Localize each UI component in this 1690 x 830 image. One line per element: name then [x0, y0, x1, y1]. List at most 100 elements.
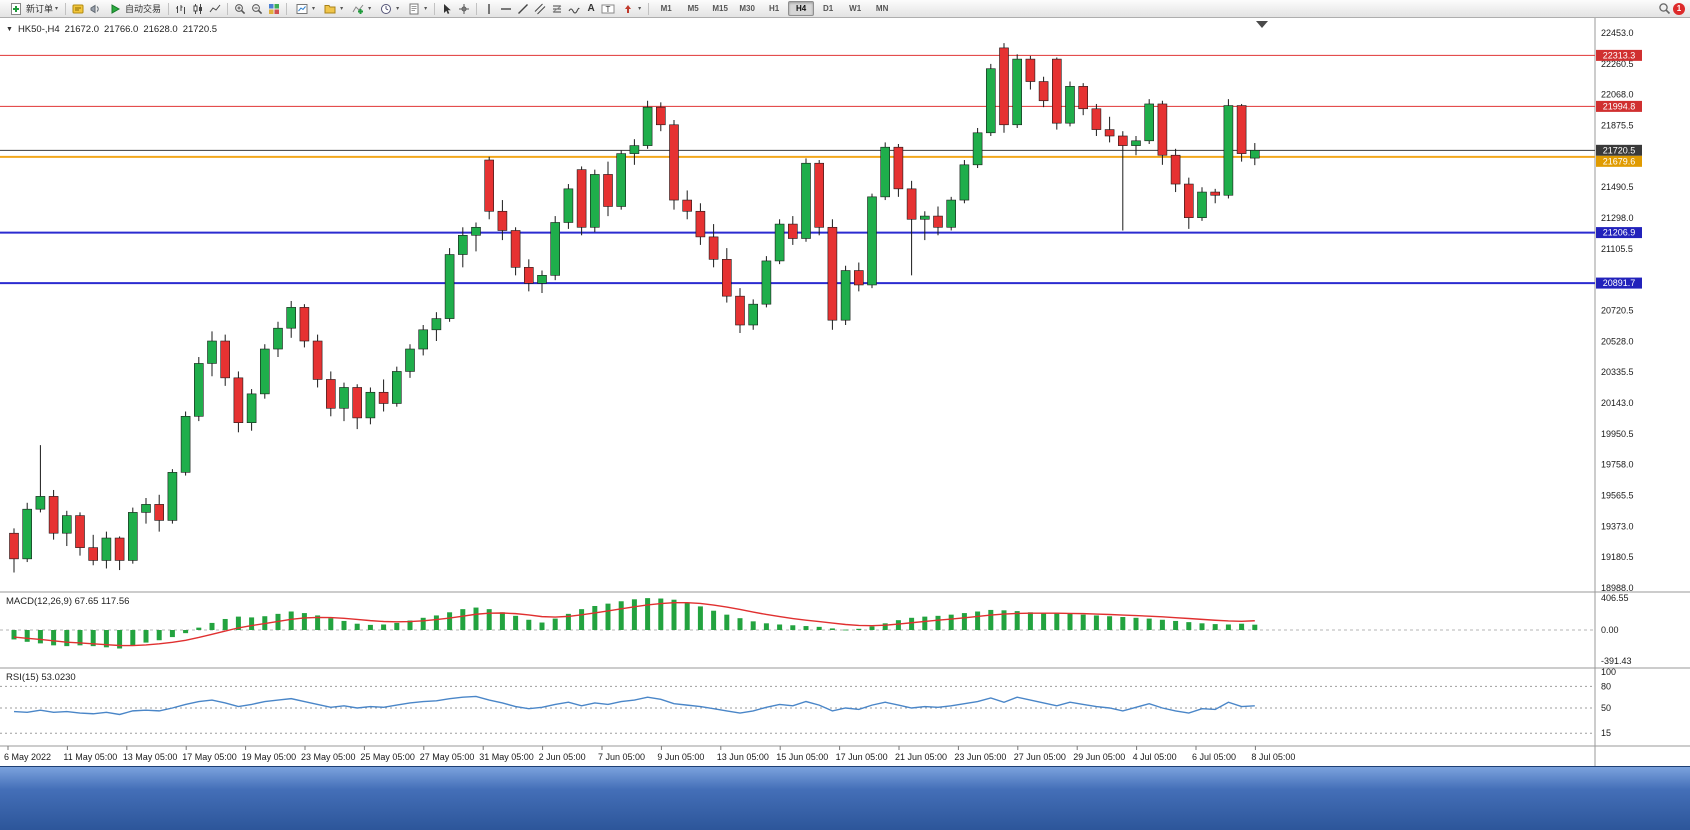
metaeditor-icon[interactable] — [70, 1, 86, 16]
tile-windows-icon[interactable] — [266, 1, 282, 16]
chevron-down-icon: ▾ — [55, 5, 59, 12]
macd-histogram-bar — [777, 624, 783, 630]
price-axis-label: 20528.0 — [1601, 336, 1634, 346]
chart-symbol-label[interactable]: ▼ HK50-,H4 21672.0 21766.0 21628.0 21720… — [6, 24, 217, 35]
price-tag[interactable] — [1596, 144, 1642, 156]
candle-body — [1025, 58, 1036, 82]
text-tool-icon[interactable]: A — [583, 1, 599, 16]
timeframe-mn[interactable]: MN — [875, 4, 889, 13]
macd-histogram-bar — [961, 613, 967, 630]
indicators-button[interactable]: ▾ — [347, 1, 374, 16]
candle-body — [589, 174, 600, 228]
timeframe-h4[interactable]: H4 — [788, 1, 815, 16]
macd-histogram-bar — [209, 622, 215, 630]
macd-histogram-bar — [1080, 614, 1086, 630]
timeframe-m30[interactable]: M30 — [739, 4, 755, 13]
new-chart-button[interactable]: ▾ — [291, 1, 318, 16]
candle-body — [233, 377, 244, 424]
macd-histogram-bar — [1054, 613, 1060, 630]
toolbar-separator — [476, 2, 478, 15]
candle-body — [642, 106, 653, 146]
chart-canvas[interactable]: 22453.0 22260.5 22068.0 21875.5 21490.5 21298… — [0, 18, 1690, 766]
zoom-in-icon[interactable] — [232, 1, 248, 16]
time-axis-label: 2 Jun 05:00 — [539, 752, 586, 762]
price-axis-label: 22453.0 — [1601, 28, 1634, 38]
candle-body — [220, 340, 230, 379]
candle-body — [1170, 154, 1181, 185]
price-tag[interactable] — [1596, 49, 1642, 61]
candle-body — [259, 348, 270, 395]
chevron-down-icon: ▾ — [312, 5, 316, 12]
crosshair-tool-icon[interactable] — [456, 1, 472, 16]
chart-shift-marker[interactable] — [1256, 21, 1268, 28]
candle-body — [510, 230, 521, 268]
macd-histogram-bar — [288, 611, 294, 630]
price-tag[interactable] — [1596, 155, 1642, 167]
price-tag[interactable] — [1596, 277, 1642, 289]
price-tag-value: 21994.8 — [1603, 101, 1636, 111]
trendline-tool-icon[interactable] — [515, 1, 531, 16]
bar-chart-icon[interactable] — [173, 1, 189, 16]
alerts-icon[interactable] — [87, 1, 103, 16]
arrows-tool-button[interactable]: ▾ — [617, 1, 644, 16]
shapes-tool-icon[interactable] — [566, 1, 582, 16]
periods-button[interactable]: ▾ — [375, 1, 402, 16]
macd-histogram-bar — [1146, 618, 1152, 630]
macd-histogram-bar — [895, 620, 901, 630]
svg-text:T: T — [606, 5, 611, 14]
search-icon[interactable] — [1656, 1, 1672, 16]
label-tool-icon[interactable]: T — [600, 1, 616, 16]
candle-body — [1078, 86, 1088, 110]
candlestick-chart-icon[interactable] — [190, 1, 206, 16]
macd-histogram-bar — [1252, 624, 1258, 630]
timeframe-m15[interactable]: M15 — [712, 4, 728, 13]
candle-body — [352, 387, 363, 419]
macd-histogram-bar — [1186, 622, 1192, 630]
horizontal-line-tool-icon[interactable] — [498, 1, 514, 16]
candle-body — [61, 515, 72, 534]
line-chart-icon[interactable] — [207, 1, 223, 16]
price-tag[interactable] — [1596, 227, 1642, 239]
timeframe-m1[interactable]: M1 — [660, 4, 672, 13]
price-axis-label: 19373.0 — [1601, 521, 1634, 531]
macd-histogram-bar — [697, 606, 703, 630]
time-axis-label: 23 Jun 05:00 — [954, 752, 1006, 762]
candle-body — [748, 303, 759, 326]
timeframe-d1[interactable]: D1 — [823, 4, 834, 13]
collapse-triangle-icon[interactable]: ▼ — [6, 26, 13, 33]
zoom-out-icon[interactable] — [249, 1, 265, 16]
price-tag-value: 21679.6 — [1603, 156, 1636, 166]
ohlc-high: 21766.0 — [104, 24, 139, 35]
candle-body — [919, 215, 930, 220]
rsi-indicator-label: RSI(15) 53.0230 — [6, 672, 76, 683]
new-order-button[interactable]: 新订单 ▾ — [5, 1, 61, 16]
timeframe-m5[interactable]: M5 — [687, 4, 699, 13]
time-axis-label: 4 Jul 05:00 — [1133, 752, 1177, 762]
price-axis-label: 19950.5 — [1601, 429, 1634, 439]
profiles-button[interactable]: ▾ — [319, 1, 346, 16]
ohlc-open: 21672.0 — [64, 24, 99, 35]
timeframe-w1[interactable]: W1 — [849, 4, 862, 13]
macd-histogram-bar — [328, 618, 334, 630]
notification-badge[interactable]: 1 — [1673, 2, 1685, 15]
time-axis-label: 6 May 2022 — [4, 752, 51, 762]
candle-body — [682, 199, 693, 212]
price-axis-label: 21875.5 — [1601, 121, 1634, 131]
price-tag-value: 22313.3 — [1603, 50, 1636, 60]
chart-svg: 22453.0 22260.5 22068.0 21875.5 21490.5 21298… — [0, 18, 1690, 766]
candle-body — [985, 68, 996, 134]
price-axis-label: 21490.5 — [1601, 182, 1634, 192]
text-tool-glyph: A — [587, 3, 595, 14]
price-tag[interactable] — [1596, 100, 1642, 112]
candle-body — [616, 153, 627, 207]
fibonacci-tool-icon[interactable] — [549, 1, 565, 16]
timeframe-h1[interactable]: H1 — [769, 4, 780, 13]
autotrading-button[interactable]: 自动交易 — [104, 1, 164, 16]
vertical-line-tool-icon[interactable] — [481, 1, 497, 16]
channel-tool-icon[interactable] — [532, 1, 548, 16]
cursor-tool-icon[interactable] — [439, 1, 455, 16]
macd-histogram-bar — [169, 630, 175, 638]
templates-button[interactable]: ▾ — [403, 1, 430, 16]
macd-histogram-bar — [909, 617, 915, 630]
candle-body — [603, 174, 613, 207]
